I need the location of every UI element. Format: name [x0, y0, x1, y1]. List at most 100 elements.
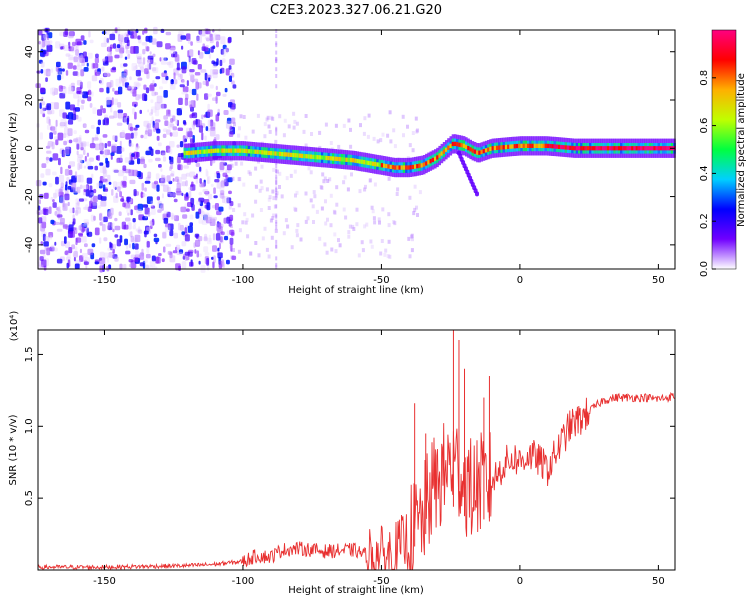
spectrogram-cell: [119, 76, 122, 84]
spectrogram-cell: [664, 146, 667, 151]
spectrogram-cell: [365, 160, 368, 165]
spectrogram-cell: [40, 61, 45, 68]
spectrogram-cell: [76, 80, 82, 86]
spectrogram-cell: [265, 247, 269, 252]
spectrogram-cell: [237, 133, 241, 138]
spectrogram-cell: [112, 243, 116, 250]
spectrogram-cell: [237, 203, 241, 208]
spectrogram-cell: [294, 207, 298, 212]
spectrogram-cell: [414, 116, 418, 121]
spectrogram-cell: [166, 129, 171, 135]
spectrogram-cell: [48, 232, 54, 238]
spectrogram-cell: [99, 162, 104, 166]
spectrogram-cell: [198, 191, 203, 196]
spectrogram-cell: [602, 146, 605, 151]
spectrogram-cell: [130, 231, 133, 238]
spectrogram-cell: [615, 146, 619, 151]
spectrogram-cell: [482, 149, 486, 154]
spectrogram-cell: [157, 201, 162, 209]
spectrogram-cell: [174, 79, 178, 85]
spectrogram-cell: [359, 123, 362, 128]
spectrogram-cell: [79, 158, 83, 166]
snr-y-ticks: 0.51.01.5: [24, 346, 675, 506]
spectrogram-cell: [42, 181, 47, 186]
spectrogram-cell: [263, 150, 266, 155]
spectrogram-x-label: Height of straight line (km): [288, 285, 424, 296]
spectrogram-cell: [166, 61, 172, 66]
spectrogram-cell: [117, 169, 124, 177]
spectrogram-cell: [222, 49, 226, 57]
spectrogram-cell: [64, 168, 70, 176]
spectrogram-cell: [83, 206, 88, 210]
spectrogram-cell: [134, 234, 141, 242]
spectrogram-cell: [59, 222, 65, 226]
spectrogram-cell: [106, 82, 112, 88]
spectrogram-cell: [147, 62, 152, 70]
spectrogram-cell: [87, 165, 94, 170]
spectrogram-cell: [60, 182, 64, 188]
spectrogram-cell: [180, 35, 187, 40]
spectrogram-cell: [167, 121, 173, 129]
spectrogram-cell: [162, 133, 167, 138]
spectrogram-cell: [394, 165, 397, 170]
spectrogram-cell: [136, 53, 142, 59]
spectrogram-cell: [182, 135, 186, 143]
spectrogram-cell: [139, 262, 145, 267]
spectrogram-cell: [160, 168, 163, 172]
x-tick-label: 0: [517, 576, 523, 587]
spectrogram-cell: [416, 164, 419, 169]
spectrogram-cell: [114, 135, 118, 142]
spectrogram-cell: [146, 59, 153, 63]
spectrogram-cell: [107, 247, 113, 251]
spectrogram-cell: [372, 136, 376, 141]
spectrogram-cell: [135, 94, 140, 101]
spectrogram-cell: [112, 87, 115, 92]
spectrogram-cell: [217, 252, 223, 259]
spectrogram-cell: [189, 222, 193, 227]
spectrogram-cell: [378, 220, 381, 225]
spectrogram-cell: [355, 222, 359, 227]
spectrogram-cell: [170, 161, 174, 170]
spectrogram-cell: [198, 82, 202, 89]
spectrogram-cell: [355, 207, 359, 212]
spectrogram-cell: [324, 122, 328, 127]
spectrogram-cell: [145, 253, 151, 259]
spectrogram-cell: [230, 163, 234, 168]
spectrogram-cell: [99, 251, 105, 258]
spectrogram-cell: [226, 164, 232, 171]
spectrogram-cell: [181, 79, 186, 84]
spectrogram-cell: [77, 99, 80, 107]
spectrogram-cell: [57, 74, 62, 81]
spectrogram-cell: [76, 143, 80, 150]
spectrogram-cell: [229, 237, 234, 245]
spectrogram-cell: [41, 259, 47, 268]
spectrogram-cell: [210, 126, 216, 131]
spectrogram-cell: [226, 117, 232, 124]
spectrogram-cell: [181, 231, 185, 236]
spectrogram-cell: [275, 74, 278, 78]
spectrogram-cell: [127, 212, 130, 216]
spectrogram-cell: [265, 117, 269, 122]
spectrogram-cell: [138, 62, 144, 68]
spectrogram-cell: [315, 209, 319, 214]
spectrogram-cell: [378, 162, 382, 167]
spectrogram-cell: [212, 261, 215, 269]
spectrogram-cell: [85, 227, 89, 233]
spectrogram-cell: [285, 152, 289, 157]
spectrogram-cell: [193, 120, 196, 126]
snr-x-ticks: -150 -100 -50 0 50: [93, 330, 665, 587]
spectrogram-cell: [515, 143, 519, 149]
spectrogram-cell: [329, 193, 333, 198]
spectrogram-cell: [361, 248, 365, 253]
spectrogram-cell: [95, 71, 101, 76]
spectrogram-cell: [411, 237, 414, 242]
spectrogram-cell: [72, 253, 78, 257]
spectrogram-cell: [267, 150, 271, 156]
spectrogram-cell: [169, 255, 176, 263]
spectrogram-cell: [313, 194, 317, 199]
spectrogram-cell: [191, 113, 196, 117]
spectrogram-cell: [103, 71, 110, 77]
spectrogram-cell: [569, 145, 572, 150]
spectrogram-cell: [101, 66, 105, 72]
